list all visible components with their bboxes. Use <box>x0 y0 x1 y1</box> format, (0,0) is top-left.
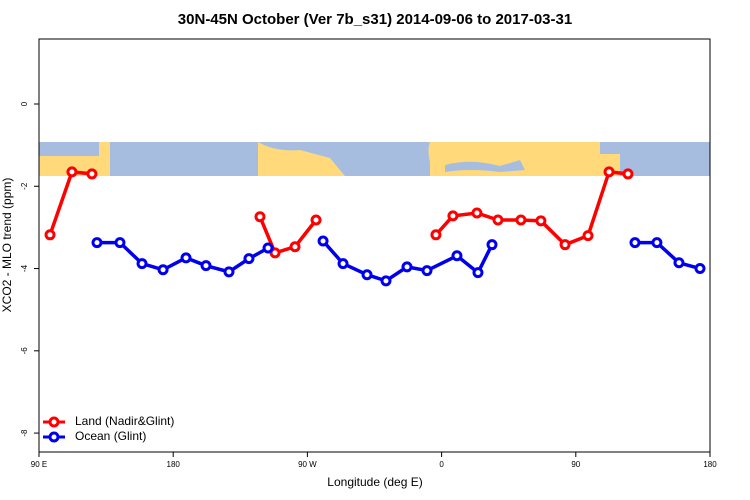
data-point <box>223 266 235 278</box>
data-point <box>559 239 571 251</box>
x-tick-label: 90 <box>571 460 580 469</box>
data-point <box>380 275 392 287</box>
series-line <box>634 240 701 271</box>
data-point <box>451 250 463 262</box>
data-point <box>361 269 373 281</box>
x-tick-label: 180 <box>703 460 717 469</box>
data-point <box>180 252 192 264</box>
data-point <box>421 265 433 277</box>
y-tick-label: -6 <box>20 347 29 355</box>
series-line <box>434 169 629 247</box>
data-point <box>66 166 78 178</box>
data-point <box>317 235 329 247</box>
data-point <box>492 214 504 226</box>
y-tick-label: 0 <box>20 101 29 106</box>
data-point <box>515 214 527 226</box>
data-point <box>44 229 56 241</box>
data-point <box>447 210 459 222</box>
data-point <box>243 253 255 265</box>
data-point <box>694 263 706 275</box>
data-point <box>114 237 126 249</box>
data-point <box>86 168 98 180</box>
plot-frame <box>38 38 711 453</box>
data-point <box>136 258 148 270</box>
data-point <box>673 257 685 269</box>
data-point <box>629 237 641 249</box>
series-line <box>258 216 318 256</box>
data-point <box>157 264 169 276</box>
y-axis-label: XCO2 - MLO trend (ppm) <box>0 178 14 313</box>
data-point <box>603 166 615 178</box>
series-line <box>321 239 494 283</box>
data-point <box>486 239 498 251</box>
legend-label: Land (Nadir&Glint) <box>75 414 174 428</box>
x-tick-label: 0 <box>439 460 444 469</box>
data-point <box>254 211 266 223</box>
x-tick-label: 90 E <box>31 460 47 469</box>
series-line <box>48 169 93 236</box>
data-point <box>471 207 483 219</box>
legend-label: Ocean (Glint) <box>75 429 146 443</box>
y-tick-label: -4 <box>20 264 29 272</box>
x-tick-label: 180 <box>167 460 181 469</box>
data-point <box>269 247 281 259</box>
x-tick-label: 90 W <box>298 460 317 469</box>
chart-title: 30N-45N October (Ver 7b_s31) 2014-09-06 … <box>178 11 572 28</box>
data-point <box>91 237 103 249</box>
data-point <box>337 258 349 270</box>
map-strip <box>39 142 710 176</box>
x-axis-label: Longitude (deg E) <box>327 475 422 489</box>
data-point <box>289 241 301 253</box>
legend-marker <box>48 416 60 428</box>
data-point <box>262 242 274 254</box>
data-point <box>310 214 322 226</box>
legend-marker <box>48 431 60 443</box>
data-point <box>535 215 547 227</box>
data-point <box>651 237 663 249</box>
data-point <box>622 168 634 180</box>
y-tick-label: -2 <box>20 182 29 190</box>
data-point <box>430 229 442 241</box>
y-tick-label: -8 <box>20 429 29 437</box>
data-point <box>472 267 484 279</box>
data-point <box>200 260 212 272</box>
data-point <box>582 230 594 242</box>
data-point <box>401 261 413 273</box>
